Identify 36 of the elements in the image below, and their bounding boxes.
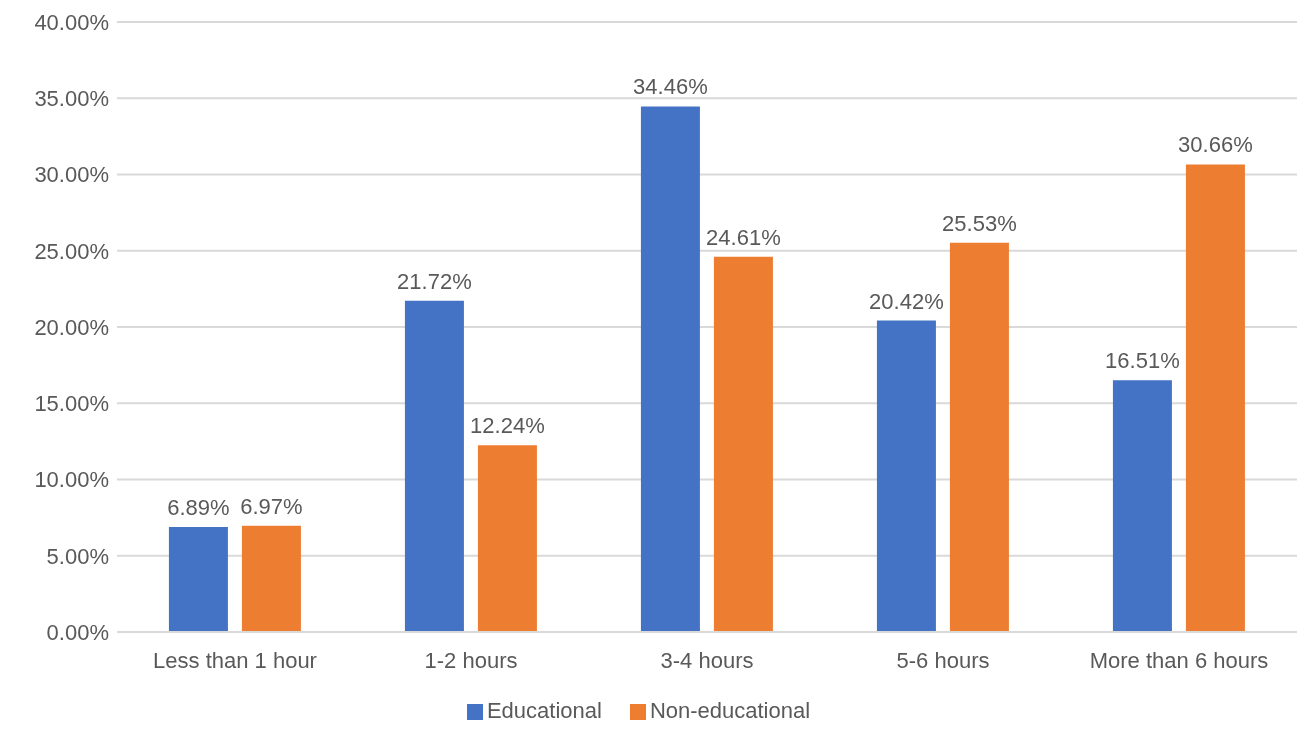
y-tick-label: 35.00% <box>34 86 109 112</box>
y-tick-label: 40.00% <box>34 9 109 35</box>
y-tick-label: 5.00% <box>46 543 109 569</box>
x-tick-label: 1-2 hours <box>424 647 518 673</box>
y-tick-label: 10.00% <box>34 467 109 493</box>
bar <box>404 300 464 632</box>
legend-label: Educational <box>486 698 602 723</box>
x-tick-label: Less than 1 hour <box>153 647 317 673</box>
data-label: 24.61% <box>706 224 781 250</box>
data-label: 6.89% <box>167 494 230 520</box>
bar <box>168 526 228 632</box>
y-tick-label: 15.00% <box>34 391 109 417</box>
data-label: 20.42% <box>869 288 944 314</box>
x-tick-label: 3-4 hours <box>660 647 754 673</box>
data-label: 25.53% <box>942 210 1017 236</box>
data-label: 30.66% <box>1178 132 1253 158</box>
y-tick-label: 30.00% <box>34 162 109 188</box>
data-label: 21.72% <box>397 268 472 294</box>
bar <box>477 445 537 632</box>
bar <box>1185 164 1245 632</box>
bar <box>949 242 1009 632</box>
bar <box>640 106 700 632</box>
x-tick-label: More than 6 hours <box>1089 647 1269 673</box>
bar <box>713 256 773 632</box>
data-label: 12.24% <box>470 413 545 439</box>
legend-label: Non-educational <box>649 698 811 723</box>
bar <box>1112 380 1172 632</box>
y-tick-label: 0.00% <box>46 619 109 645</box>
x-tick-label: 5-6 hours <box>896 647 990 673</box>
data-label: 6.97% <box>240 493 303 519</box>
bar <box>876 320 936 632</box>
data-label: 34.46% <box>633 74 708 100</box>
data-label: 16.51% <box>1105 348 1180 374</box>
y-tick-label: 25.00% <box>34 238 109 264</box>
y-tick-label: 20.00% <box>34 314 109 340</box>
bar <box>241 525 301 632</box>
